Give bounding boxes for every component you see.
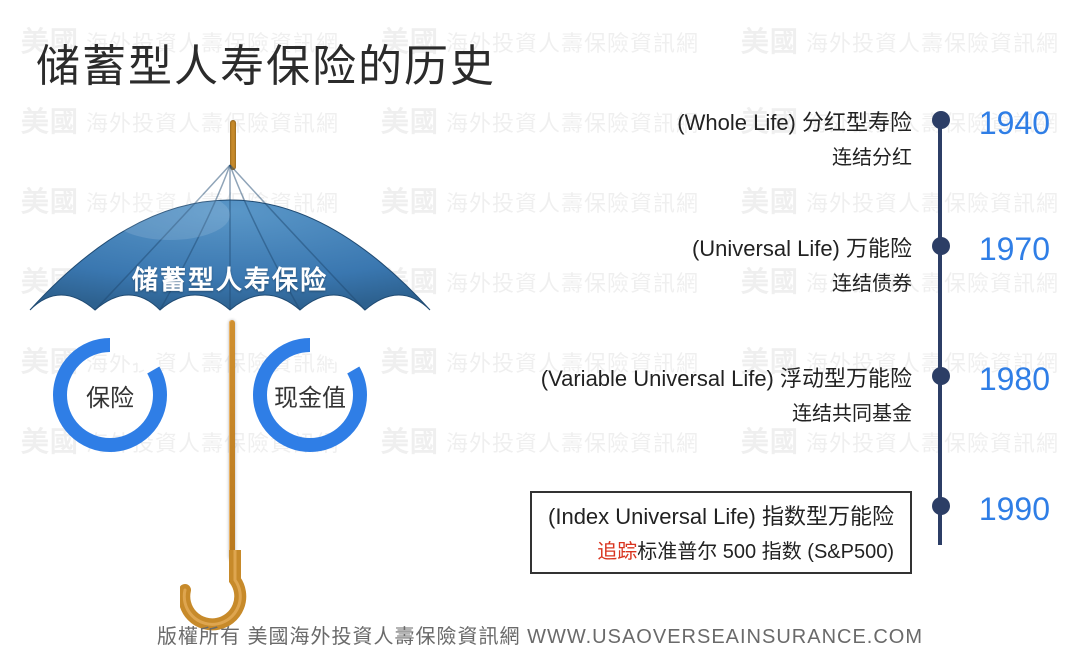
timeline-item-labels: (Index Universal Life) 指数型万能险追踪标准普尔 500 …: [530, 491, 912, 574]
timeline-dot: [932, 237, 950, 255]
page-title: 储蓄型人寿保险的历史: [36, 30, 496, 94]
timeline-item-1990: (Index Universal Life) 指数型万能险追踪标准普尔 500 …: [470, 491, 1060, 561]
timeline-item-labels: (Variable Universal Life) 浮动型万能险连结共同基金: [541, 361, 912, 426]
timeline-item-title: (Index Universal Life) 指数型万能险: [548, 499, 894, 531]
footer-copyright: 版權所有 美國海外投資人壽保險資訊網 WWW.USAOVERSEAINSURAN…: [0, 620, 1080, 649]
timeline-item-title: (Variable Universal Life) 浮动型万能险: [541, 361, 912, 393]
timeline-item-subtitle: 连结债券: [692, 267, 912, 296]
timeline-item-1970: (Universal Life) 万能险连结债券 1970: [470, 231, 1060, 301]
ring-cashvalue-label: 现金值: [250, 335, 370, 455]
timeline-item-subtitle: 连结共同基金: [541, 397, 912, 426]
timeline-year: 1940: [979, 105, 1050, 142]
timeline-item-labels: (Universal Life) 万能险连结债券: [692, 231, 912, 296]
timeline-item-subtitle: 连结分红: [677, 141, 912, 170]
umbrella-shaft: [229, 320, 235, 560]
timeline-item-1940: (Whole Life) 分红型寿险连结分红 1940: [470, 105, 1060, 175]
ring-insurance-label: 保险: [50, 335, 170, 455]
timeline-dot: [932, 367, 950, 385]
timeline-year: 1980: [979, 361, 1050, 398]
timeline-item-title: (Universal Life) 万能险: [692, 231, 912, 263]
timeline-year: 1970: [979, 231, 1050, 268]
timeline-item-1980: (Variable Universal Life) 浮动型万能险连结共同基金 19…: [470, 361, 1060, 431]
ring-cashvalue: 现金值: [250, 335, 370, 455]
timeline: (Whole Life) 分红型寿险连结分红 1940 (Universal Lif…: [470, 105, 1060, 565]
timeline-track: [938, 115, 942, 545]
timeline-dot: [932, 497, 950, 515]
timeline-year: 1990: [979, 491, 1050, 528]
timeline-item-title: (Whole Life) 分红型寿险: [677, 105, 912, 137]
umbrella-label: 储蓄型人寿保险: [20, 260, 440, 297]
timeline-dot: [932, 111, 950, 129]
umbrella-canopy: 储蓄型人寿保险: [20, 160, 440, 320]
timeline-item-subtitle: 追踪标准普尔 500 指数 (S&P500): [548, 535, 894, 564]
timeline-item-labels: (Whole Life) 分红型寿险连结分红: [677, 105, 912, 170]
ring-insurance: 保险: [50, 335, 170, 455]
